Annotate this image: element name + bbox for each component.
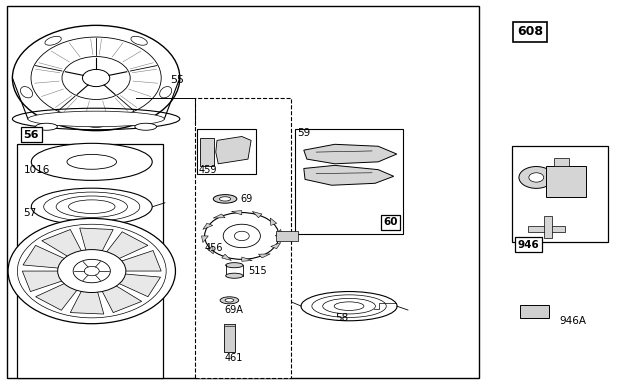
Circle shape [82, 69, 110, 87]
Bar [546, 166, 586, 197]
Ellipse shape [334, 302, 364, 310]
Circle shape [519, 167, 554, 188]
Polygon shape [22, 271, 76, 292]
Ellipse shape [31, 144, 152, 180]
Ellipse shape [226, 263, 243, 268]
Ellipse shape [68, 200, 115, 214]
Polygon shape [107, 250, 161, 271]
Circle shape [234, 231, 249, 241]
Text: 69: 69 [241, 194, 253, 204]
Text: 56: 56 [24, 129, 39, 140]
Text: 57: 57 [24, 207, 37, 218]
Bar [512, 146, 608, 242]
Ellipse shape [87, 121, 105, 128]
Polygon shape [259, 254, 270, 258]
Circle shape [205, 213, 279, 259]
Polygon shape [106, 273, 161, 297]
Text: 58: 58 [335, 313, 348, 323]
Text: 1016: 1016 [24, 165, 50, 175]
Circle shape [84, 266, 99, 276]
Ellipse shape [67, 154, 117, 169]
Ellipse shape [20, 87, 33, 98]
Bar [197, 129, 256, 174]
Polygon shape [216, 136, 251, 164]
Ellipse shape [135, 123, 156, 130]
Ellipse shape [312, 295, 386, 317]
Polygon shape [231, 211, 242, 215]
Text: 55: 55 [170, 75, 185, 85]
Bar [224, 324, 235, 326]
Text: 608: 608 [517, 25, 543, 39]
Circle shape [73, 259, 110, 283]
Ellipse shape [226, 273, 243, 278]
Circle shape [223, 224, 260, 248]
Ellipse shape [43, 192, 140, 222]
Polygon shape [23, 245, 78, 269]
Polygon shape [242, 257, 252, 261]
Ellipse shape [45, 36, 61, 45]
Ellipse shape [213, 195, 237, 203]
Text: 461: 461 [225, 353, 244, 363]
Ellipse shape [31, 188, 152, 225]
Text: 456: 456 [205, 243, 223, 253]
Circle shape [58, 250, 126, 292]
Circle shape [529, 173, 544, 182]
Ellipse shape [220, 297, 239, 304]
Text: 946A: 946A [560, 316, 587, 326]
Text: 60: 60 [383, 217, 397, 227]
Bar [224, 324, 235, 352]
Polygon shape [202, 236, 208, 243]
Bar [294, 129, 403, 234]
Polygon shape [35, 277, 84, 310]
Polygon shape [275, 229, 282, 236]
Ellipse shape [12, 108, 180, 129]
Polygon shape [213, 214, 225, 218]
Bar [200, 138, 214, 166]
Polygon shape [222, 254, 231, 261]
Circle shape [8, 218, 175, 324]
Bar [195, 98, 291, 378]
Polygon shape [207, 246, 213, 254]
Ellipse shape [131, 36, 148, 45]
Circle shape [17, 224, 166, 318]
Polygon shape [252, 211, 262, 218]
Polygon shape [304, 144, 397, 164]
Polygon shape [97, 278, 142, 313]
Text: 459: 459 [198, 165, 217, 176]
Text: 515: 515 [248, 266, 267, 276]
Bar [520, 305, 549, 318]
Bar [544, 216, 552, 238]
Polygon shape [80, 228, 113, 261]
Ellipse shape [225, 299, 234, 302]
Polygon shape [42, 229, 86, 264]
Text: 946: 946 [518, 239, 539, 250]
Polygon shape [270, 218, 277, 225]
Ellipse shape [28, 111, 164, 127]
Bar [17, 144, 163, 378]
Polygon shape [271, 243, 281, 249]
Text: eReplacementParts.com: eReplacementParts.com [141, 186, 379, 204]
Ellipse shape [301, 292, 397, 321]
Ellipse shape [322, 298, 375, 314]
Bar [528, 226, 565, 232]
Polygon shape [304, 165, 394, 185]
Polygon shape [99, 232, 148, 265]
Bar [554, 158, 569, 166]
Polygon shape [203, 223, 213, 229]
Ellipse shape [159, 87, 172, 98]
Ellipse shape [56, 196, 128, 218]
Ellipse shape [35, 123, 57, 130]
Bar [7, 6, 479, 378]
Bar [276, 231, 298, 241]
Polygon shape [70, 282, 104, 314]
Text: 69A: 69A [224, 305, 243, 315]
Ellipse shape [219, 197, 231, 201]
Text: 59: 59 [298, 128, 311, 138]
